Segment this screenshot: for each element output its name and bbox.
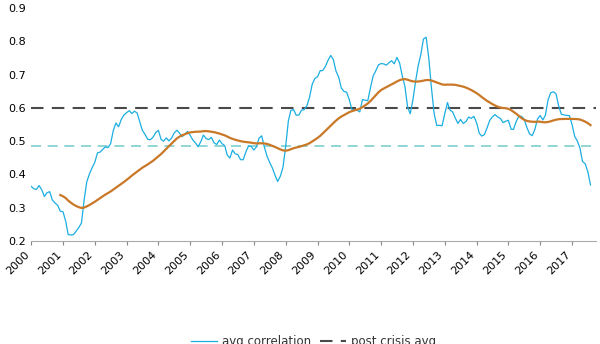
Legend: avg correlation, pre crisis avg, post crisis avg, 3y MA: avg correlation, pre crisis avg, post cr… bbox=[186, 331, 441, 344]
Line: 3y MA: 3y MA bbox=[61, 79, 590, 208]
Line: avg correlation: avg correlation bbox=[31, 37, 590, 235]
